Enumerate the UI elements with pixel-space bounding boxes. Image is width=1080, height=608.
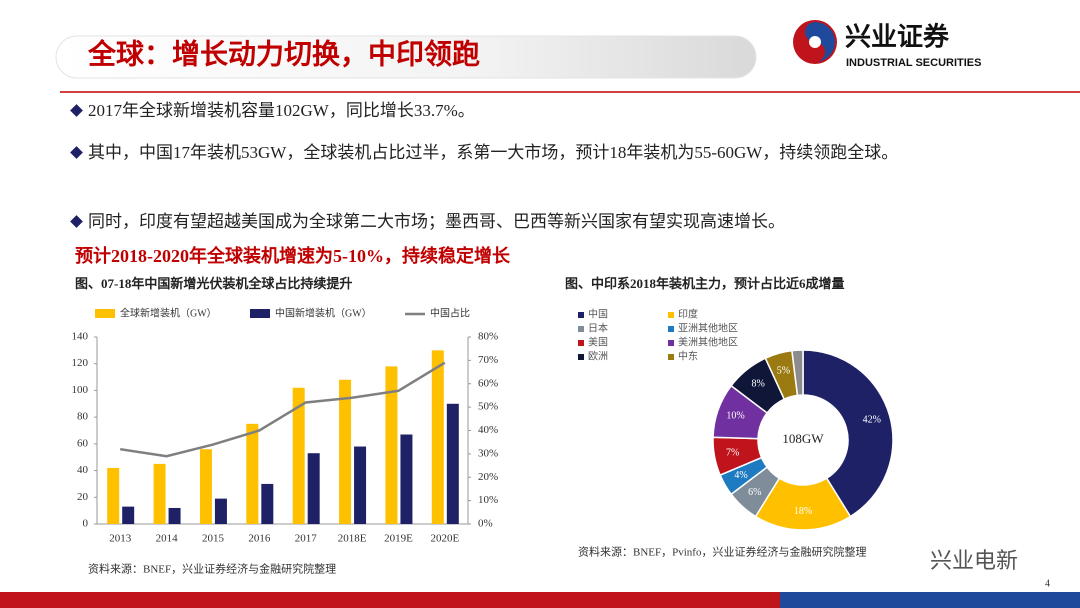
legend-swatch	[668, 354, 674, 360]
footer-bar	[780, 592, 1080, 608]
page-title: 全球：增长动力切换，中印领跑	[87, 37, 480, 70]
data-label: 5%	[777, 366, 790, 377]
legend-label: 亚洲其他地区	[678, 321, 738, 334]
bar	[214, 498, 227, 524]
bar	[153, 463, 166, 524]
legend-label: 中国	[588, 307, 608, 320]
bar	[122, 506, 135, 524]
bullet-text: 同时，印度有望超越美国成为全球第二大市场；墨西哥、巴西等新兴国家有望实现高速增长…	[88, 212, 785, 231]
bar	[400, 434, 413, 524]
donut-center-label: 108GW	[782, 431, 824, 446]
x-tick-label: 2017	[295, 533, 318, 545]
x-tick-label: 2015	[202, 533, 225, 545]
bullet: 其中，中国17年装机53GW，全球装机占比过半，系第一大市场，预计18年装机为5…	[70, 137, 988, 169]
bar	[339, 379, 352, 524]
chart-source: 资料来源：BNEF，Pvinfo，兴业证券经济与金融研究院整理	[578, 545, 866, 559]
y-tick-label: 140	[72, 331, 89, 343]
bar	[107, 467, 120, 524]
y-tick-label: 100	[72, 384, 89, 396]
y2-tick-label: 40%	[478, 424, 498, 436]
donut-slice	[802, 349, 894, 518]
y2-tick-label: 0%	[478, 518, 493, 530]
bullet-text: 其中，中国17年装机53GW，全球装机占比过半，系第一大市场，预计18年装机为5…	[88, 143, 899, 162]
y-tick-label: 60	[77, 437, 89, 449]
bar	[261, 483, 274, 524]
legend-swatch	[250, 309, 270, 318]
legend-label: 美洲其他地区	[678, 335, 738, 348]
y-tick-label: 20	[77, 491, 89, 503]
bar	[199, 449, 212, 524]
y-tick-label: 40	[77, 464, 89, 476]
chart-title: 图、07-18年中国新增光伏装机全球占比持续提升	[75, 276, 352, 291]
x-tick-label: 2014	[156, 533, 179, 545]
bar	[446, 403, 459, 524]
y2-tick-label: 50%	[478, 401, 498, 413]
donut-slice	[791, 349, 804, 397]
y2-tick-label: 70%	[478, 354, 498, 366]
y2-tick-label: 20%	[478, 471, 498, 483]
legend-swatch	[578, 326, 584, 332]
bullet-marker	[70, 215, 83, 228]
x-tick-label: 2019E	[384, 533, 413, 545]
legend-label: 日本	[588, 321, 608, 334]
bullet: 2017年全球新增装机容量102GW，同比增长33.7%。	[70, 95, 990, 127]
data-label: 7%	[726, 447, 739, 458]
bullet-text: 2017年全球新增装机容量102GW，同比增长33.7%。	[88, 101, 475, 120]
data-label: 6%	[748, 487, 761, 498]
bullet-marker	[70, 104, 83, 117]
legend-label: 中国新增装机（GW）	[275, 306, 372, 319]
y-tick-label: 120	[72, 357, 89, 369]
legend-label: 中东	[678, 349, 698, 362]
bar	[307, 453, 320, 524]
legend-swatch	[668, 326, 674, 332]
y2-tick-label: 60%	[478, 377, 498, 389]
data-label: 4%	[734, 470, 747, 481]
watermark: 兴业电新	[930, 549, 1018, 574]
bar	[354, 446, 367, 524]
data-label: 10%	[726, 411, 744, 422]
x-tick-label: 2016	[248, 533, 271, 545]
line-series	[120, 361, 446, 458]
legend-swatch	[578, 340, 584, 346]
logo-text: 兴业证券	[845, 23, 950, 53]
data-label: 42%	[863, 415, 881, 426]
legend-swatch	[578, 312, 584, 318]
page-number: 4	[1045, 578, 1050, 589]
chart-source: 资料来源：BNEF，兴业证券经济与金融研究院整理	[88, 562, 336, 576]
legend-swatch	[668, 312, 674, 318]
bar	[168, 507, 181, 524]
legend-swatch	[578, 354, 584, 360]
legend-label: 中国占比	[430, 306, 470, 319]
bar	[431, 350, 444, 524]
data-label: 8%	[752, 379, 765, 390]
y2-tick-label: 80%	[478, 331, 498, 343]
y2-tick-label: 10%	[478, 494, 498, 506]
legend-label: 美国	[588, 335, 608, 348]
bar	[385, 366, 398, 524]
legend-label: 全球新增装机（GW）	[120, 306, 217, 319]
legend-swatch	[668, 340, 674, 346]
logo-dot	[809, 36, 821, 48]
bar	[292, 387, 305, 524]
x-tick-label: 2020E	[430, 533, 459, 545]
bar	[246, 423, 259, 524]
logo-subtext: INDUSTRIAL SECURITIES	[846, 57, 981, 69]
bullet-marker	[70, 146, 83, 159]
highlight: 预计2018-2020年全球装机增速为5-10%，持续稳定增长	[75, 245, 511, 266]
bullet: 同时，印度有望超越美国成为全球第二大市场；墨西哥、巴西等新兴国家有望实现高速增长…	[70, 206, 990, 238]
legend-label: 欧洲	[588, 350, 608, 362]
legend-swatch	[95, 309, 115, 318]
x-tick-label: 2013	[109, 533, 132, 545]
chart-title: 图、中印系2018年装机主力，预计占比近6成增量	[565, 276, 845, 291]
title-banner	[55, 35, 757, 79]
y2-tick-label: 30%	[478, 447, 498, 459]
data-label: 18%	[794, 506, 812, 517]
y-tick-label: 0	[83, 518, 89, 530]
y-tick-label: 80	[77, 411, 89, 423]
legend-label: 印度	[678, 307, 698, 320]
footer-bar	[0, 592, 780, 608]
x-tick-label: 2018E	[338, 533, 367, 545]
